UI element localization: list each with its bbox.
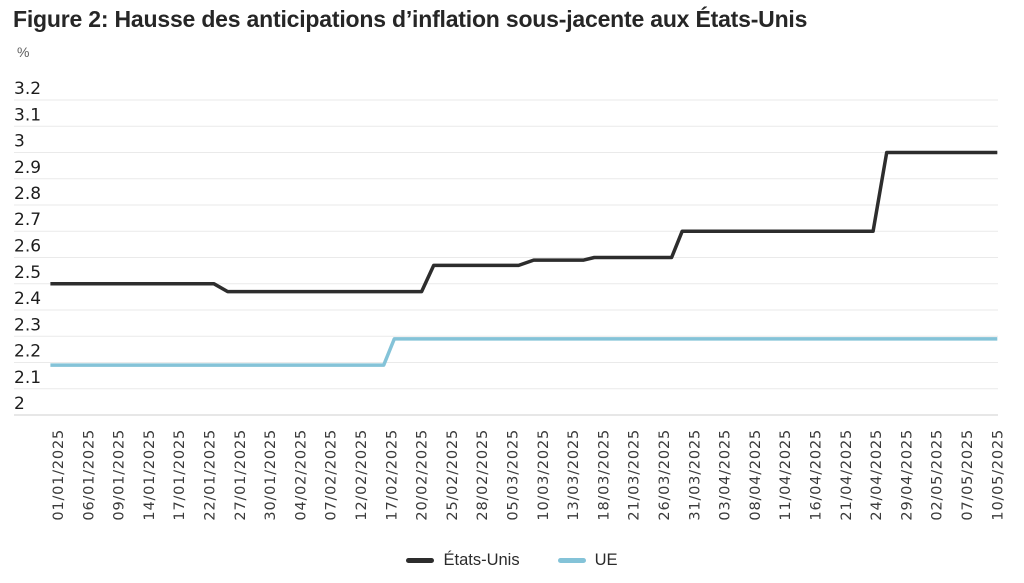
x-axis-tick-label: 13/03/2025 bbox=[566, 429, 582, 521]
y-axis-tick-label: 3.2 bbox=[14, 79, 41, 99]
x-axis-tick-label: 20/02/2025 bbox=[415, 429, 431, 521]
x-axis-tick-label: 21/04/2025 bbox=[839, 429, 855, 521]
y-axis-tick-label: 2.5 bbox=[14, 263, 41, 283]
legend-item-etats-unis: États-Unis bbox=[406, 551, 520, 570]
x-axis-tick-label: 16/04/2025 bbox=[809, 429, 825, 521]
y-axis-tick-label: 2 bbox=[14, 394, 25, 414]
legend-item-ue: UE bbox=[557, 551, 618, 570]
y-axis-tick-label: 2.1 bbox=[14, 368, 41, 388]
x-axis-tick-label: 10/03/2025 bbox=[536, 429, 552, 521]
y-axis-tick-label: 3.1 bbox=[14, 105, 41, 125]
x-axis-tick-label: 10/05/2025 bbox=[990, 429, 1006, 521]
y-axis-tick-label: 2.8 bbox=[14, 184, 41, 204]
x-axis-tick-label: 17/01/2025 bbox=[172, 429, 188, 521]
figure-title: Figure 2: Hausse des anticipations d’inf… bbox=[13, 6, 808, 32]
x-axis-tick-label: 06/01/2025 bbox=[81, 429, 97, 521]
y-axis-tick-label: 2.7 bbox=[14, 210, 41, 230]
x-axis-tick-label: 02/05/2025 bbox=[930, 429, 946, 521]
series-line--tats-unis bbox=[50, 150, 998, 294]
x-axis-tick-label: 03/04/2025 bbox=[718, 429, 734, 521]
x-axis-tick-label: 05/03/2025 bbox=[506, 429, 522, 521]
x-axis-tick-label: 25/02/2025 bbox=[445, 429, 461, 521]
y-axis-tick-label: 2.6 bbox=[14, 237, 41, 257]
x-axis-tick-label: 12/02/2025 bbox=[354, 429, 370, 521]
y-axis-tick-label: 2.9 bbox=[14, 158, 41, 178]
legend-swatch-etats-unis bbox=[406, 558, 435, 563]
y-axis-tick-label: 2.2 bbox=[14, 342, 41, 362]
x-axis-tick-label: 26/03/2025 bbox=[657, 429, 673, 521]
x-axis-tick-label: 17/02/2025 bbox=[384, 429, 400, 521]
x-axis-tick-label: 09/01/2025 bbox=[112, 429, 128, 521]
x-axis-tick-label: 11/04/2025 bbox=[778, 429, 794, 521]
x-axis-tick-label: 30/01/2025 bbox=[263, 429, 279, 521]
y-axis-tick-label: 2.4 bbox=[14, 289, 41, 309]
x-axis-tick-label: 24/04/2025 bbox=[869, 429, 885, 521]
chart-legend: États-Unis UE bbox=[0, 551, 1024, 570]
x-axis-tick-label: 04/02/2025 bbox=[293, 429, 309, 521]
legend-label-ue: UE bbox=[594, 551, 618, 569]
x-axis-tick-label: 28/02/2025 bbox=[475, 429, 491, 521]
x-axis-tick-label: 01/01/2025 bbox=[51, 429, 67, 521]
legend-label-etats-unis: États-Unis bbox=[443, 551, 520, 569]
x-axis-tick-label: 31/03/2025 bbox=[687, 429, 703, 521]
x-axis-tick-label: 07/02/2025 bbox=[324, 429, 340, 521]
x-axis-tick-label: 08/04/2025 bbox=[748, 429, 764, 521]
y-axis-unit-label: % bbox=[17, 44, 30, 60]
series-line-ue bbox=[50, 337, 998, 367]
x-axis-tick-label: 07/05/2025 bbox=[960, 429, 976, 521]
x-axis-tick-label: 22/01/2025 bbox=[203, 429, 219, 521]
legend-swatch-ue bbox=[557, 558, 586, 563]
x-axis-tick-label: 29/04/2025 bbox=[899, 429, 915, 521]
x-axis-tick-label: 14/01/2025 bbox=[142, 429, 158, 521]
x-axis-tick-label: 27/01/2025 bbox=[233, 429, 249, 521]
y-axis-tick-label: 3 bbox=[14, 132, 25, 152]
x-axis-tick-label: 18/03/2025 bbox=[596, 429, 612, 521]
y-axis-tick-label: 2.3 bbox=[14, 315, 41, 335]
x-axis-tick-label: 21/03/2025 bbox=[627, 429, 643, 521]
